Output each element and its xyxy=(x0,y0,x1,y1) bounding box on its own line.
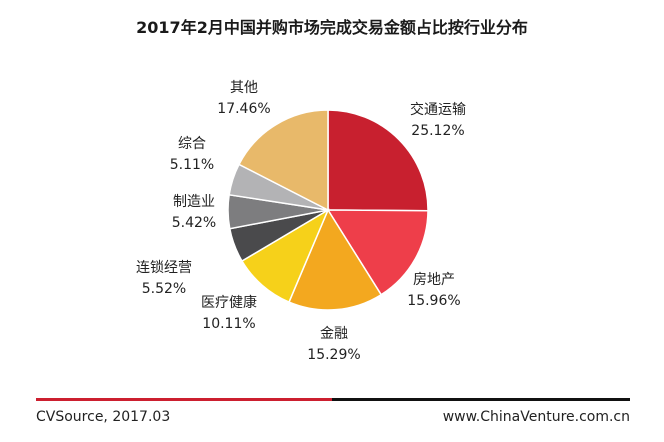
pie-labels: 交通运输 25.12% 房地产 15.96% 金融 15.29% 医疗健康 10.11% 连锁经… xyxy=(136,80,466,363)
website-note: www.ChinaVenture.com.cn xyxy=(442,409,630,425)
slice-label-value-8: 17.46% xyxy=(217,101,270,117)
footer-divider-red xyxy=(36,398,332,401)
pie-slices xyxy=(227,109,429,311)
pie-slice-8 xyxy=(238,109,329,212)
slice-label-value-2: 15.96% xyxy=(407,293,460,309)
pie-slice-2 xyxy=(326,209,429,296)
source-note: CVSource, 2017.03 xyxy=(36,409,171,425)
slice-label-name-7: 综合 xyxy=(178,136,206,152)
slice-label-name-4: 医疗健康 xyxy=(201,294,257,311)
footer-divider-black xyxy=(332,398,630,401)
slice-label-name-5: 连锁经营 xyxy=(136,260,192,276)
slice-label-value-1: 25.12% xyxy=(411,123,464,139)
slice-label-value-5: 5.52% xyxy=(142,281,186,297)
slice-label-value-6: 5.42% xyxy=(172,215,216,231)
slice-label-name-1: 交通运输 xyxy=(410,101,466,118)
slice-label-value-7: 5.11% xyxy=(170,157,214,173)
slice-label-name-8: 其他 xyxy=(230,80,258,96)
slice-label-value-4: 10.11% xyxy=(202,316,255,332)
chart-title: 2017年2月中国并购市场完成交易金额占比按行业分布 xyxy=(136,18,528,37)
slice-label-name-2: 房地产 xyxy=(413,272,455,288)
slice-label-name-3: 金融 xyxy=(320,326,348,342)
slice-label-name-6: 制造业 xyxy=(173,194,215,210)
slice-label-value-3: 15.29% xyxy=(307,347,360,363)
pie-slice-1 xyxy=(327,109,429,212)
pie-slice-3 xyxy=(288,208,383,311)
